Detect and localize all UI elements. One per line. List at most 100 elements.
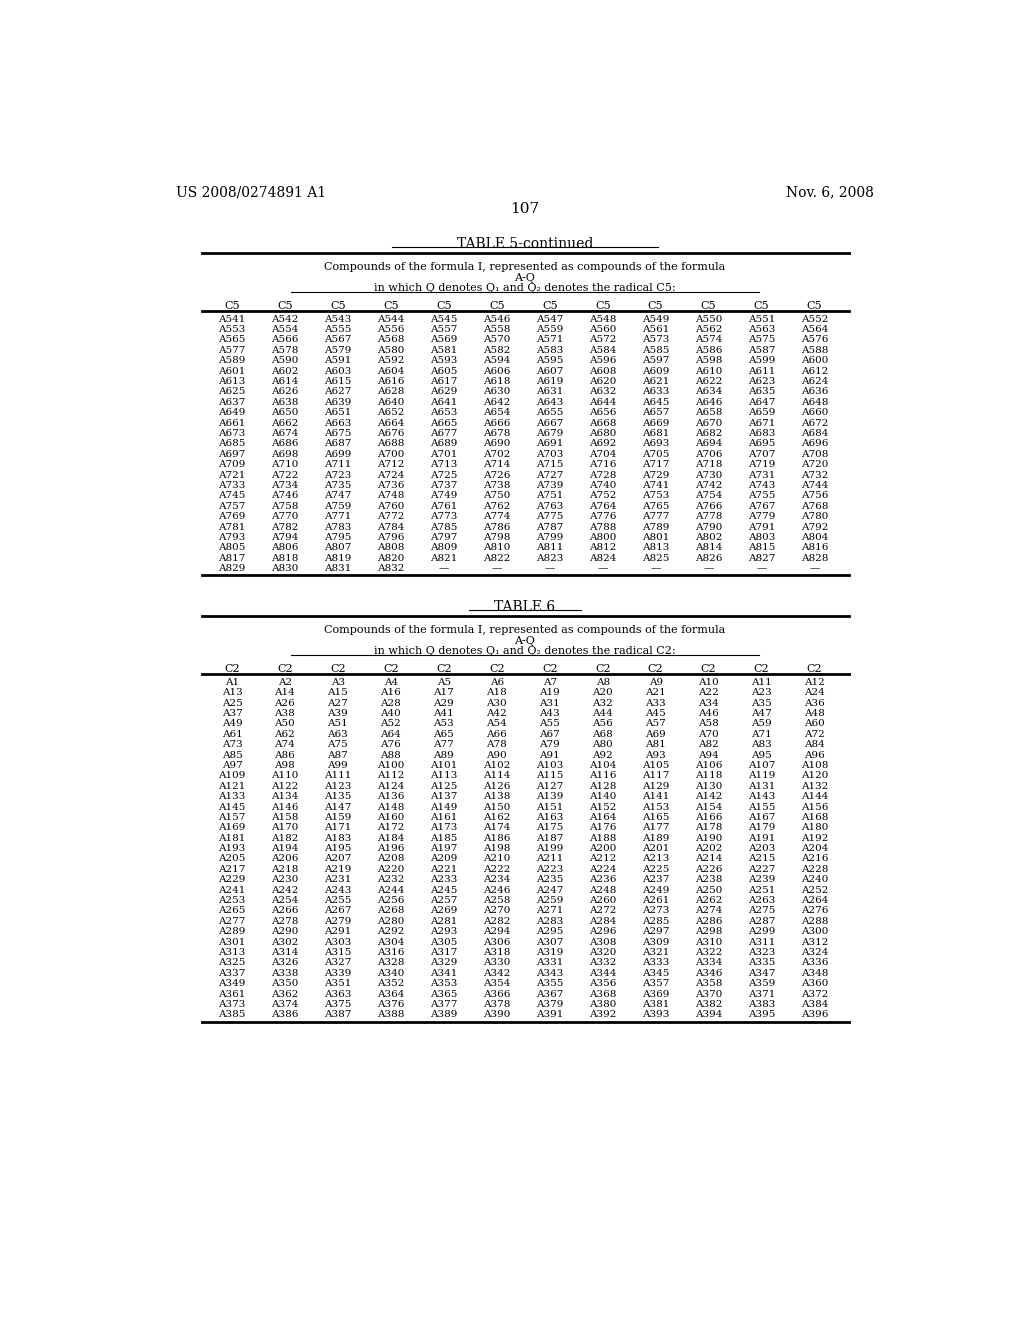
Text: A313: A313 [218,948,246,957]
Text: A558: A558 [483,325,510,334]
Text: A304: A304 [377,937,404,946]
Text: A556: A556 [377,325,404,334]
Text: A240: A240 [801,875,828,884]
Text: A672: A672 [801,418,828,428]
Text: US 2008/0274891 A1: US 2008/0274891 A1 [176,185,327,199]
Text: TABLE 5-continued: TABLE 5-continued [457,238,593,251]
Text: A102: A102 [483,760,510,770]
Text: A150: A150 [483,803,510,812]
Text: A629: A629 [430,388,458,396]
Text: A752: A752 [589,491,616,500]
Text: A113: A113 [430,771,458,780]
Text: A394: A394 [695,1010,722,1019]
Text: A2: A2 [278,677,292,686]
Text: A583: A583 [536,346,563,355]
Text: —: — [757,564,767,573]
Text: A667: A667 [536,418,563,428]
Text: A48: A48 [804,709,825,718]
Text: A52: A52 [381,719,401,729]
Text: A811: A811 [536,544,563,552]
Text: A542: A542 [271,314,299,323]
Text: A95: A95 [752,751,772,759]
Text: A791: A791 [748,523,775,532]
Text: A135: A135 [325,792,351,801]
Text: A760: A760 [377,502,404,511]
Text: A786: A786 [483,523,510,532]
Text: A698: A698 [271,450,299,459]
Text: A60: A60 [804,719,825,729]
Text: A374: A374 [271,1001,299,1008]
Text: A382: A382 [695,1001,722,1008]
Text: A116: A116 [589,771,616,780]
Text: A661: A661 [218,418,246,428]
Text: A711: A711 [325,461,351,469]
Text: A123: A123 [325,781,351,791]
Text: A118: A118 [695,771,722,780]
Text: A362: A362 [271,990,299,999]
Text: A217: A217 [218,865,246,874]
Text: A674: A674 [271,429,299,438]
Text: A817: A817 [218,554,246,562]
Text: A210: A210 [483,854,510,863]
Text: A321: A321 [642,948,670,957]
Text: A327: A327 [325,958,351,968]
Text: A312: A312 [801,937,828,946]
Text: A630: A630 [483,388,510,396]
Text: A610: A610 [695,367,722,376]
Text: A186: A186 [483,834,510,842]
Text: A301: A301 [218,937,246,946]
Text: A292: A292 [377,927,404,936]
Text: A793: A793 [218,533,246,543]
Text: A664: A664 [377,418,404,428]
Text: A31: A31 [540,698,560,708]
Text: A365: A365 [430,990,458,999]
Text: A325: A325 [218,958,246,968]
Text: A380: A380 [589,1001,616,1008]
Text: A285: A285 [642,917,670,925]
Text: A180: A180 [801,824,828,833]
Text: A654: A654 [483,408,510,417]
Text: A669: A669 [642,418,670,428]
Text: A137: A137 [430,792,458,801]
Text: A613: A613 [218,378,246,385]
Text: A704: A704 [589,450,616,459]
Text: A225: A225 [642,865,670,874]
Text: A320: A320 [589,948,616,957]
Text: A689: A689 [430,440,458,449]
Text: A771: A771 [325,512,351,521]
Text: A163: A163 [536,813,563,822]
Text: A335: A335 [748,958,775,968]
Text: A79: A79 [540,741,560,750]
Text: A636: A636 [801,388,828,396]
Text: A199: A199 [536,843,563,853]
Text: C2: C2 [436,664,452,675]
Text: A746: A746 [271,491,299,500]
Text: C5: C5 [330,301,346,310]
Text: A266: A266 [271,907,299,916]
Text: A294: A294 [483,927,510,936]
Text: A246: A246 [483,886,510,895]
Text: A799: A799 [536,533,563,543]
Text: C2: C2 [488,664,505,675]
Text: A286: A286 [695,917,722,925]
Text: A156: A156 [801,803,828,812]
Text: A383: A383 [748,1001,775,1008]
Text: TABLE 6: TABLE 6 [495,601,555,614]
Text: A98: A98 [274,760,295,770]
Text: A568: A568 [377,335,404,345]
Text: A541: A541 [218,314,246,323]
Text: A74: A74 [274,741,295,750]
Text: A276: A276 [801,907,828,916]
Text: A627: A627 [325,388,351,396]
Text: A693: A693 [642,440,670,449]
Text: A794: A794 [271,533,299,543]
Text: A183: A183 [325,834,351,842]
Text: A191: A191 [748,834,775,842]
Text: A75: A75 [328,741,348,750]
Text: A59: A59 [752,719,772,729]
Text: A384: A384 [801,1001,828,1008]
Text: A143: A143 [748,792,775,801]
Text: A178: A178 [695,824,722,833]
Text: C2: C2 [383,664,398,675]
Text: A368: A368 [589,990,616,999]
